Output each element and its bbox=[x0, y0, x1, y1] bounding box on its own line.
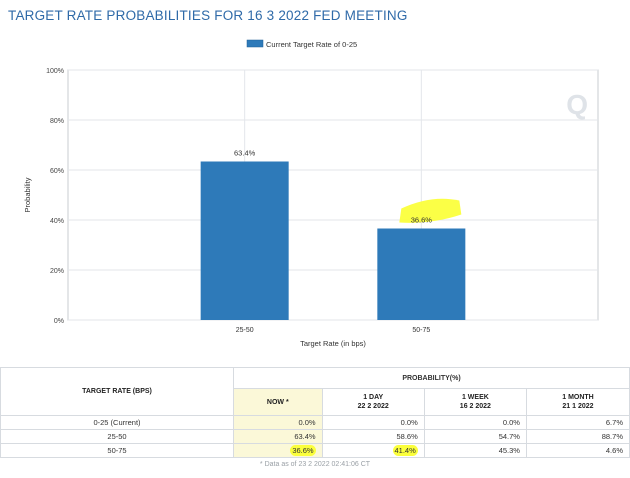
y-tick-label: 20% bbox=[50, 268, 64, 275]
col-1day: 1 DAY 22 2 2022 bbox=[321, 388, 425, 416]
rate-cell: 25-50 bbox=[0, 429, 234, 444]
table-row: 50-75 36.6% 41.4% 45.3% 4.6% bbox=[0, 443, 630, 458]
col-1week-label: 1 WEEK bbox=[461, 394, 489, 401]
col-1month-label: 1 MONTH bbox=[562, 394, 594, 401]
rate-cell: 50-75 bbox=[0, 443, 234, 458]
probability-table: TARGET RATE (BPS) PROBABILITY(%) NOW * 1… bbox=[0, 367, 630, 470]
legend-label: Current Target Rate of 0-25 bbox=[266, 40, 357, 49]
y-tick-label: 40% bbox=[50, 218, 64, 225]
bar-value-label: 36.6% bbox=[411, 216, 433, 225]
rate-cell: 0-25 (Current) bbox=[0, 415, 234, 430]
watermark-logo: Q bbox=[566, 89, 588, 120]
highlight-mark bbox=[399, 198, 462, 223]
bar-chart: 0% 20% 40% 60% 80% 100% Current Target Rate of… bbox=[0, 28, 630, 358]
value-cell: 0.0% bbox=[423, 415, 527, 430]
highlight-1day-50-75: 41.4% bbox=[392, 445, 418, 456]
header-probability: PROBABILITY(%) bbox=[233, 367, 630, 389]
value-cell: 54.7% bbox=[423, 429, 527, 444]
value-cell: 0.0% bbox=[321, 415, 425, 430]
header-target-rate: TARGET RATE (BPS) bbox=[0, 367, 234, 416]
value-cell: 45.3% bbox=[423, 443, 527, 458]
value-cell: 4.6% bbox=[525, 443, 630, 458]
col-now-label: NOW * bbox=[266, 398, 289, 406]
value-cell: 88.7% bbox=[525, 429, 630, 444]
col-1week-date: 16 2 2022 bbox=[459, 403, 491, 410]
data-timestamp-note: * Data as of 23 2 2022 02:41:06 CT bbox=[259, 460, 371, 468]
table-row: 0-25 (Current) 0.0% 0.0% 0.0% 6.7% bbox=[0, 415, 630, 430]
x-tick-label: 50-75 bbox=[412, 327, 430, 334]
y-tick-label: 60% bbox=[50, 168, 64, 175]
col-1month-date: 21 1 2022 bbox=[562, 403, 594, 410]
y-tick-label: 80% bbox=[50, 118, 64, 125]
bar bbox=[200, 161, 289, 320]
highlight-now-50-75: 36.6% bbox=[290, 445, 316, 456]
chart-svg: 0% 20% 40% 60% 80% 100% Current Target Rate of… bbox=[23, 39, 599, 348]
col-1day-label: 1 DAY bbox=[363, 394, 384, 401]
col-1week: 1 WEEK 16 2 2022 bbox=[423, 388, 527, 416]
y-tick-label: 100% bbox=[46, 68, 64, 75]
plot-area bbox=[67, 69, 599, 321]
value-cell: 63.4% bbox=[233, 429, 323, 444]
table-row: 25-50 63.4% 58.6% 54.7% 88.7% bbox=[0, 429, 630, 444]
x-axis-title: Target Rate (in bps) bbox=[300, 339, 366, 348]
value-cell-highlighted: 36.6% bbox=[233, 443, 323, 458]
col-now: NOW * bbox=[233, 388, 323, 416]
value-cell: 6.7% bbox=[525, 415, 630, 430]
value-cell-highlighted: 41.4% bbox=[321, 443, 425, 458]
bar-value-label: 63.4% bbox=[234, 149, 256, 158]
y-tick-label: 0% bbox=[54, 318, 64, 325]
bar bbox=[377, 228, 466, 320]
value-cell: 0.0% bbox=[233, 415, 323, 430]
col-1month: 1 MONTH 21 1 2022 bbox=[525, 388, 630, 416]
page-title: TARGET RATE PROBABILITIES FOR 16 3 2022 … bbox=[8, 8, 408, 23]
legend-swatch bbox=[246, 39, 264, 48]
col-1day-date: 22 2 2022 bbox=[357, 403, 389, 410]
x-tick-label: 25-50 bbox=[236, 327, 254, 334]
value-cell: 58.6% bbox=[321, 429, 425, 444]
y-axis-title: Probability bbox=[23, 177, 32, 212]
